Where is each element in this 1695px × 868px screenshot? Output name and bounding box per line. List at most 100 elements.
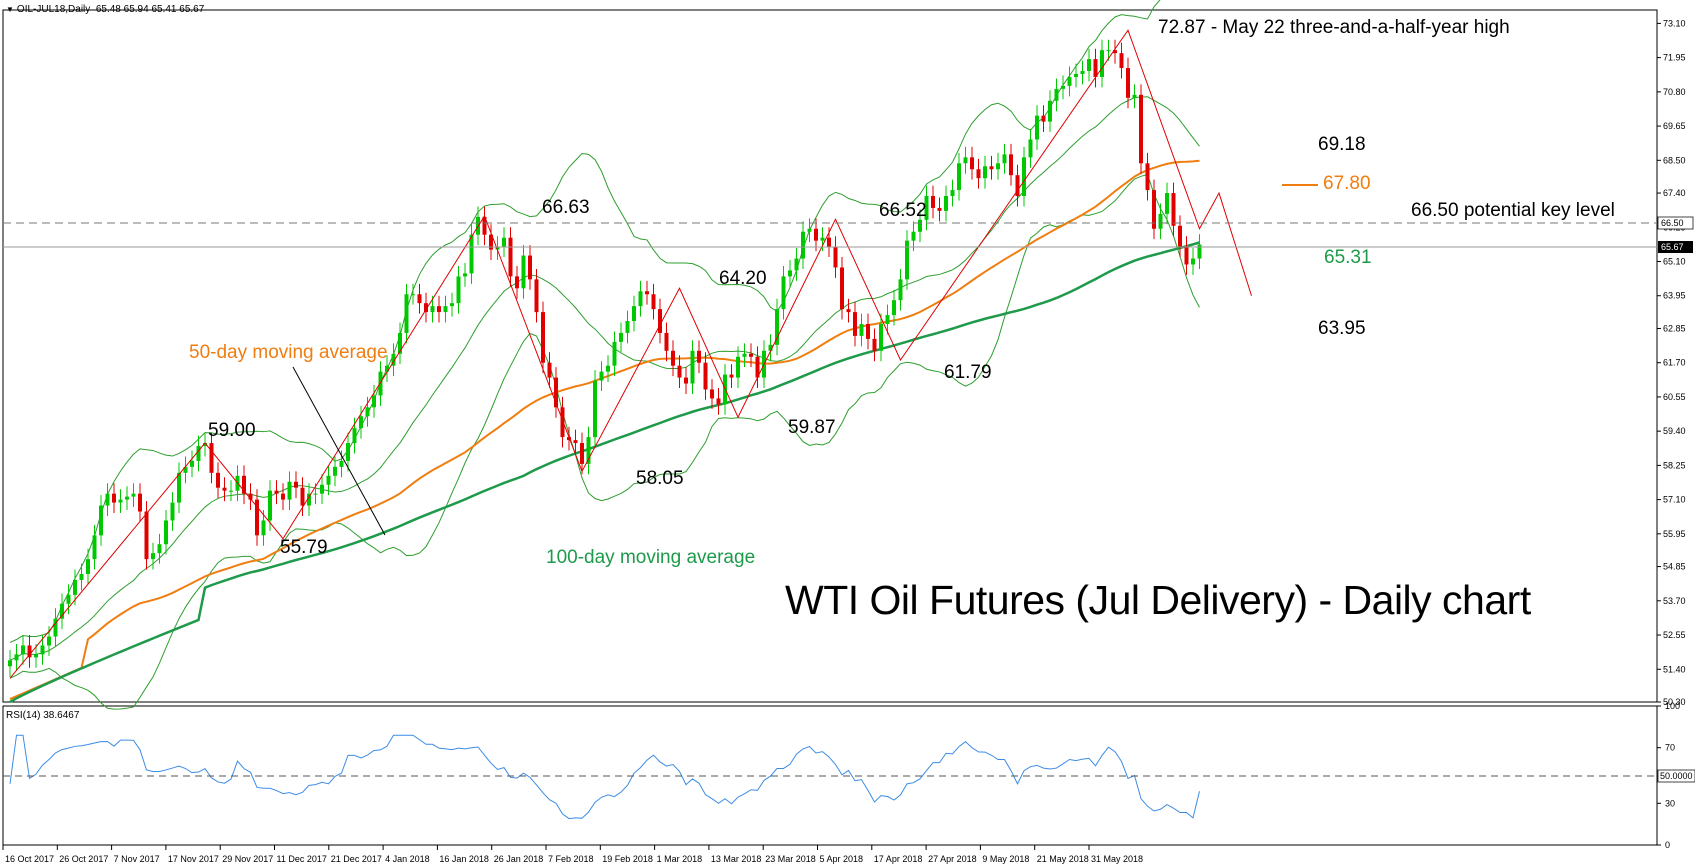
annotation-5805: 58.05 [636, 468, 684, 489]
candle-body [547, 362, 552, 378]
candle-body [911, 231, 916, 241]
candle-body [560, 407, 565, 438]
candle-body [385, 365, 389, 372]
candle-body [229, 490, 233, 492]
current-tag-box [1658, 241, 1693, 253]
candle-body [963, 157, 968, 164]
candle-body [450, 303, 454, 307]
candle-body [775, 309, 779, 345]
annotation-ma100: 100-day moving average [546, 547, 756, 568]
chart-header: ▼ OIL-JUL18,Daily 65.48 65.94 65.41 65.67 [6, 4, 204, 15]
candle-body [177, 472, 181, 503]
x-tick-label: 31 May 2018 [1091, 854, 1143, 864]
candle-body [196, 446, 201, 461]
y-tick-label: 53.70 [1663, 596, 1686, 606]
candle-body [755, 356, 760, 378]
candle-body [677, 365, 682, 378]
y-tick-label: 50.30 [1663, 697, 1686, 707]
candle-body [879, 324, 883, 351]
price-panel [2, 9, 1658, 703]
candle-body [684, 377, 688, 384]
x-tick-label: 13 Mar 2018 [711, 854, 762, 864]
y-tick-label: 54.85 [1663, 562, 1686, 572]
candle-body [398, 332, 402, 354]
x-tick-label: 17 Nov 2017 [168, 854, 219, 864]
candle-body [1139, 94, 1143, 164]
y-tick-label: 62.85 [1663, 323, 1686, 333]
candle-body [47, 636, 51, 646]
ma50-line [9, 159, 1200, 700]
candle-body [983, 166, 987, 179]
candle-body [14, 654, 19, 661]
candle-body [970, 157, 974, 170]
candle-body [391, 353, 396, 366]
candle-body [1126, 68, 1130, 98]
candle-body [781, 276, 786, 310]
candle-body [905, 240, 909, 280]
candle-body [170, 502, 175, 521]
candle-body [515, 276, 519, 289]
x-tick-label: 5 Apr 2018 [820, 854, 864, 864]
candle-body [528, 255, 532, 280]
candle-body [1100, 50, 1104, 77]
candle-body [463, 273, 467, 277]
candle-body [833, 246, 838, 268]
candle-body [703, 362, 708, 390]
candle-body [502, 237, 506, 247]
candle-body [989, 166, 994, 170]
candle-body [352, 428, 357, 444]
symbol-label: OIL-JUL18,Daily [16, 4, 91, 15]
candle-body [79, 574, 84, 580]
dropdown-triangle-icon[interactable]: ▼ [6, 5, 14, 14]
candle-body [768, 344, 773, 351]
candle-body [749, 353, 753, 357]
candle-body [437, 306, 441, 313]
candle-body [307, 493, 311, 506]
y-tick-label: 58.25 [1663, 460, 1686, 470]
y-tick-label: 70.80 [1663, 87, 1686, 97]
candle-body [645, 291, 649, 295]
candle-body [638, 291, 643, 307]
candle-body [573, 440, 578, 444]
y-tick-label: 57.10 [1663, 495, 1686, 505]
candle-body [1002, 154, 1007, 164]
candle-body [8, 660, 12, 667]
candle-body [268, 490, 272, 521]
annotation-5900: 59.00 [208, 420, 256, 441]
candle-body [554, 377, 558, 408]
x-tick-label: 21 May 2018 [1037, 854, 1089, 864]
candle-body [521, 255, 526, 289]
candle-body [378, 371, 383, 396]
candle-body [1158, 213, 1163, 229]
candle-body [866, 324, 870, 339]
bollinger-middle [9, 96, 1200, 661]
candle-body [469, 234, 474, 274]
candle-body [346, 443, 350, 461]
candle-body [931, 196, 935, 208]
candle-body [924, 196, 929, 220]
candle-body [112, 493, 116, 503]
x-tick-label: 27 Apr 2018 [928, 854, 977, 864]
candle-body [651, 294, 656, 310]
rsi-tick-label: 100 [1665, 701, 1680, 711]
ma50-pointer [292, 366, 386, 536]
annotation-6395: 63.95 [1318, 318, 1366, 339]
annotation-ma50: 50-day moving average [189, 342, 388, 363]
candle-body [1087, 59, 1091, 72]
x-tick-label: 23 Mar 2018 [765, 854, 816, 864]
candle-body [586, 437, 591, 464]
candle-body [1145, 163, 1150, 191]
candle-body [359, 416, 363, 429]
candle-body [190, 460, 194, 467]
key-level-tag: 66.50 [1661, 218, 1684, 228]
candle-body [281, 493, 285, 500]
candle-body [73, 579, 77, 595]
candle-body [27, 645, 32, 658]
candle-body [495, 246, 500, 250]
bollinger-lower [9, 173, 1200, 710]
candle-body [411, 294, 415, 296]
candle-body [788, 270, 792, 277]
current-tag: 65.67 [1661, 242, 1684, 252]
ma100-line [9, 241, 1200, 704]
candle-body [1022, 157, 1026, 197]
